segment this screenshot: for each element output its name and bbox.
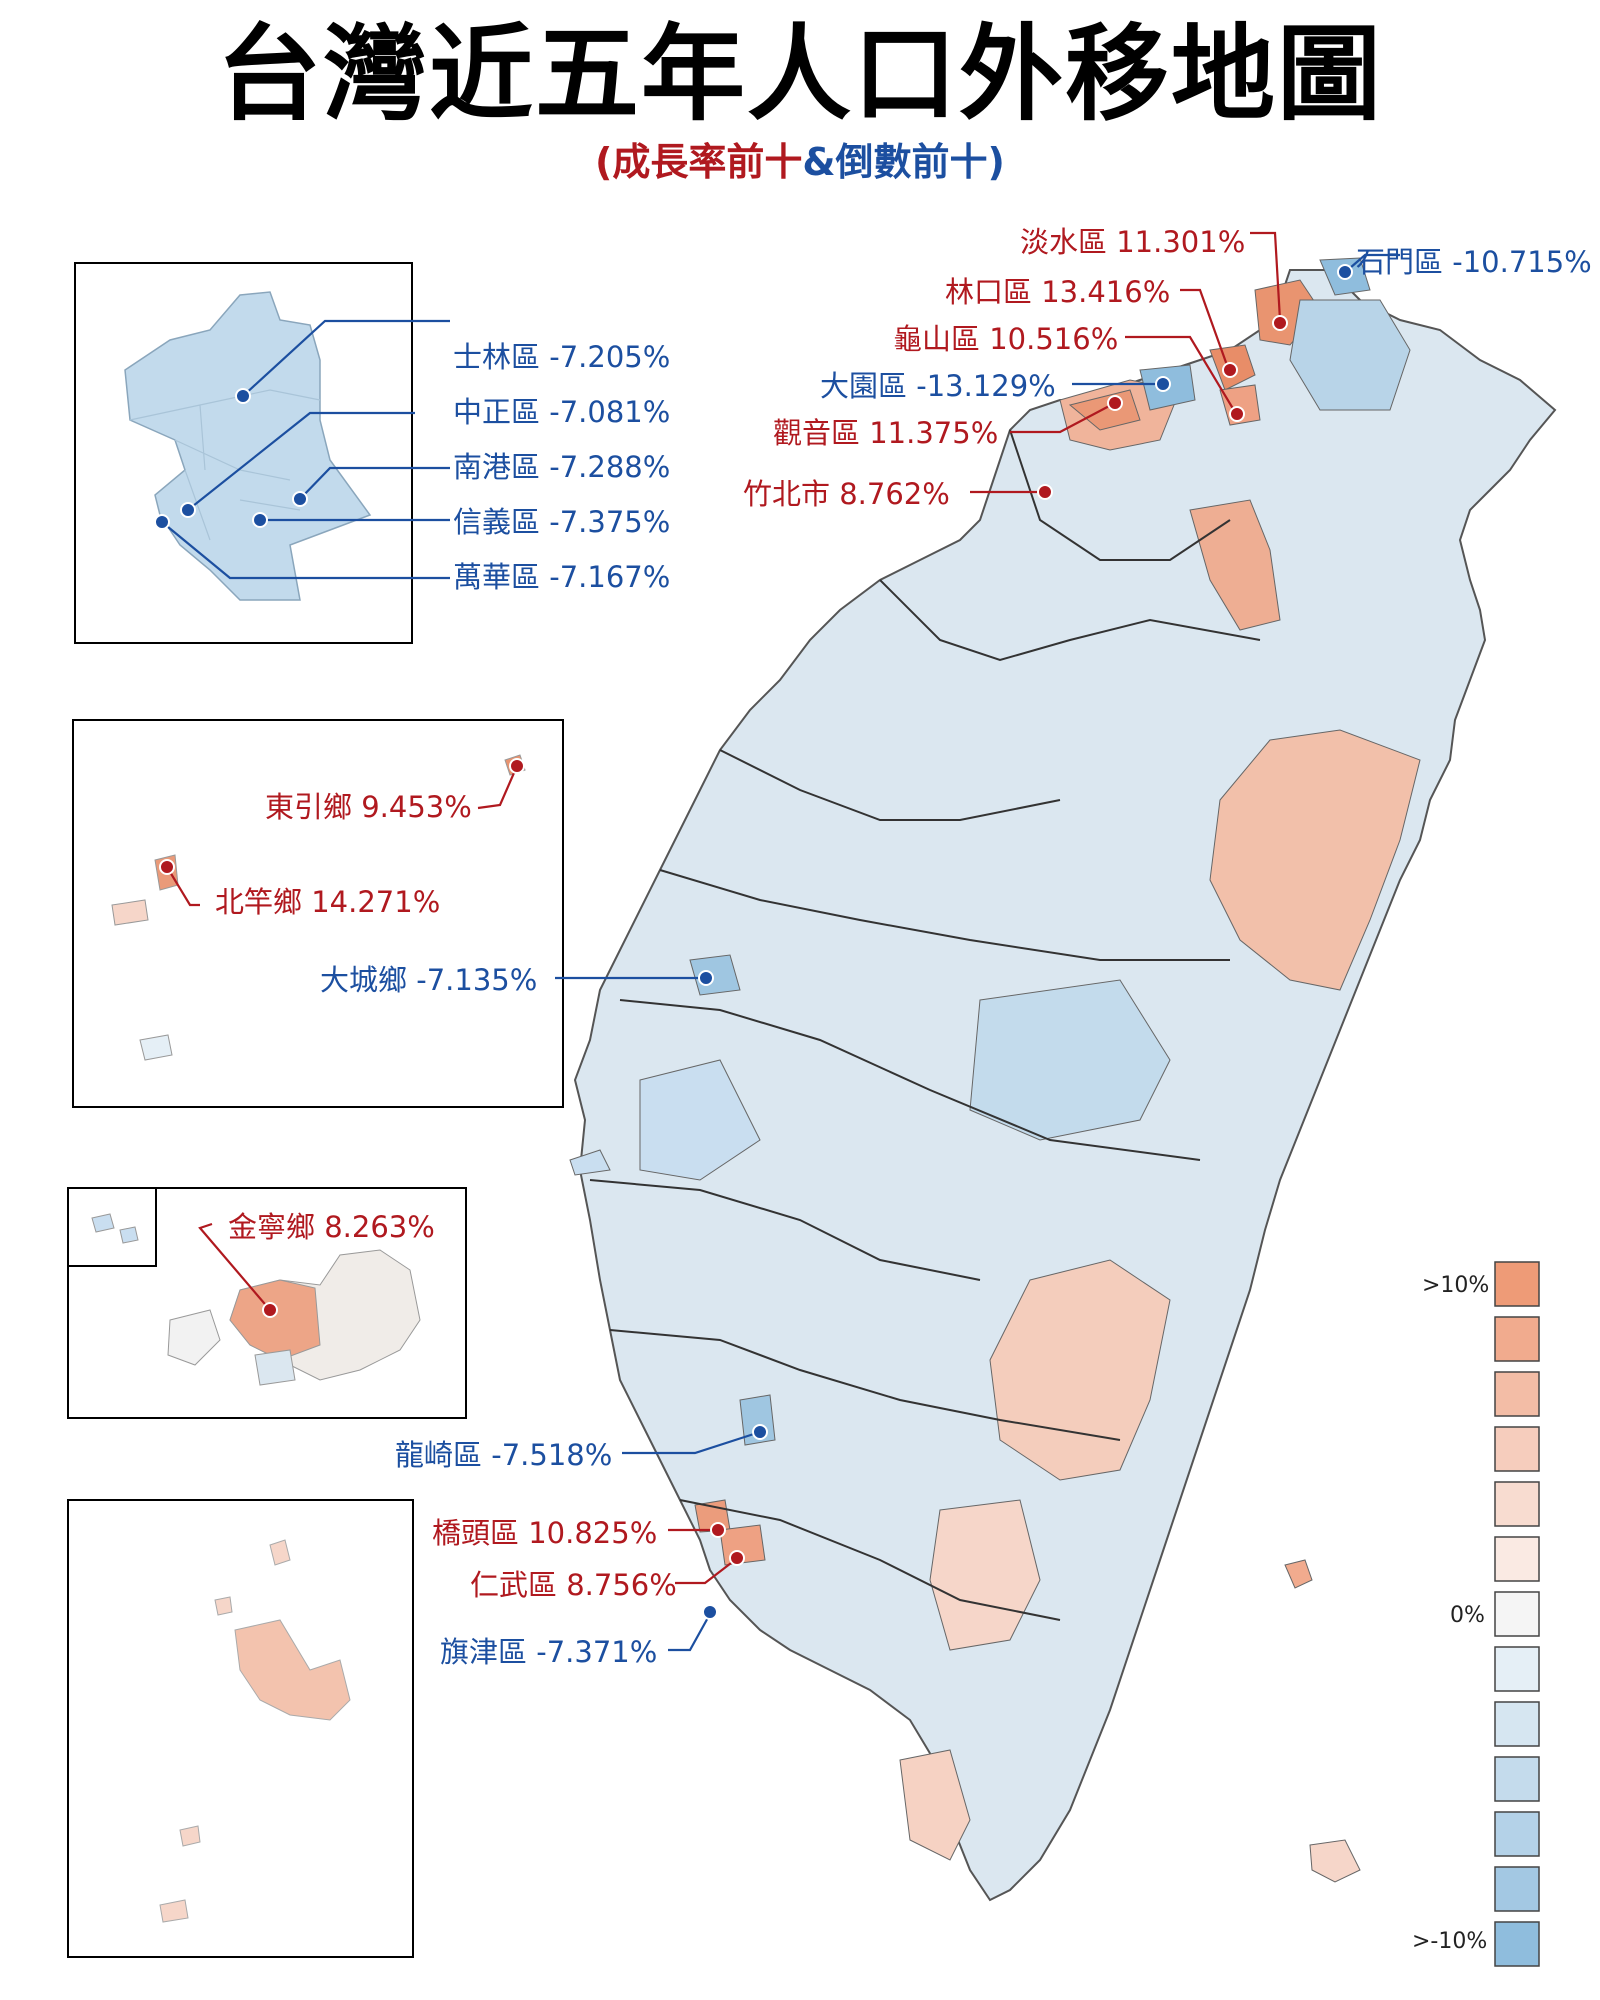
dot-zhubei — [1037, 484, 1053, 500]
dot-renwu — [729, 1550, 745, 1566]
green-island — [1284, 1559, 1313, 1589]
label-renwu: 仁武區 8.756% — [470, 1568, 677, 1602]
label-xinyi: 信義區 -7.375% — [453, 505, 670, 539]
subtitle-part-decline: &倒數前十) — [802, 140, 1005, 184]
label-zhongzheng: 中正區 -7.081% — [453, 395, 670, 429]
label-zhubei: 竹北市 8.762% — [743, 477, 950, 511]
dot-xinyi — [252, 512, 268, 528]
legend-label-bottom: >-10% — [1412, 1929, 1487, 1954]
juguang-island — [139, 1034, 173, 1061]
region-guanyin-growth — [1068, 389, 1141, 431]
orchid-island — [1309, 1839, 1361, 1883]
region-southtip-growth — [899, 1749, 971, 1861]
label-shimen: 石門區 -10.715% — [1356, 245, 1592, 279]
map-subtitle: (成長率前十&倒數前十) — [0, 143, 1600, 181]
dot-dacheng — [698, 970, 714, 986]
region-labels: 淡水區 11.301% 石門區 -10.715% 林口區 13.416% 龜山區… — [215, 225, 1592, 1669]
inset-kinmen-frame — [67, 1187, 467, 1419]
label-nangang: 南港區 -7.288% — [453, 450, 670, 484]
label-dongyin: 東引鄉 9.453% — [265, 790, 472, 824]
jincheng-area — [254, 1349, 296, 1386]
dot-nangang — [292, 491, 308, 507]
label-longqi: 龍崎區 -7.518% — [395, 1438, 612, 1472]
legend-swatch-8 — [1494, 1646, 1540, 1692]
county-boundary-lines — [589, 429, 1261, 1621]
dot-linkou — [1222, 362, 1238, 378]
dot-dongyin — [509, 758, 525, 774]
label-linkou: 林口區 13.416% — [945, 275, 1170, 309]
dot-qijin — [702, 1604, 718, 1620]
label-qiaotou: 橋頭區 10.825% — [432, 1516, 657, 1550]
label-dacheng: 大城鄉 -7.135% — [320, 963, 537, 997]
dot-zhongzheng — [180, 502, 196, 518]
legend-swatch-1 — [1494, 1261, 1540, 1307]
legend-swatch-3 — [1494, 1371, 1540, 1417]
subtitle-part-growth: (成長率前十 — [595, 140, 803, 184]
legend-swatch-7 — [1494, 1591, 1540, 1637]
label-wanhua: 萬華區 -7.167% — [453, 560, 670, 594]
dot-guanyin — [1107, 395, 1123, 411]
label-qijin: 旗津區 -7.371% — [440, 1635, 657, 1669]
inset-matsu-frame — [72, 719, 564, 1108]
legend-swatches — [1494, 1261, 1540, 1967]
legend-label-top: >10% — [1422, 1273, 1489, 1298]
inset-penghu-frame — [67, 1499, 414, 1958]
inset-penghu — [67, 1499, 414, 1958]
label-guishan: 龜山區 10.516% — [893, 322, 1118, 356]
inset-taipei-frame — [74, 262, 413, 644]
legend-label-mid: 0% — [1450, 1603, 1485, 1628]
penghu-islets — [159, 1539, 291, 1923]
legend-swatch-9 — [1494, 1701, 1540, 1747]
legend-swatch-5 — [1494, 1481, 1540, 1527]
dot-qiaotou — [710, 1522, 726, 1538]
main-island — [573, 257, 1557, 1902]
penghu-small — [569, 1149, 611, 1176]
jinning-area — [229, 1279, 321, 1361]
legend-swatch-11 — [1494, 1811, 1540, 1857]
lieyu-small-islands — [91, 1213, 139, 1244]
dot-wanhua — [154, 514, 170, 530]
region-taipei-decline — [1289, 299, 1411, 411]
penghu-main-island — [234, 1619, 351, 1721]
leader-lines — [161, 231, 1400, 1652]
nangan-island — [111, 899, 149, 926]
legend-swatch-12 — [1494, 1866, 1540, 1912]
region-west-decline — [639, 1059, 761, 1181]
dot-jinning — [262, 1302, 278, 1318]
legend-swatch-13 — [1494, 1921, 1540, 1967]
dot-shilin — [235, 388, 251, 404]
dot-longqi — [752, 1424, 768, 1440]
taipei-city-shape — [124, 291, 372, 601]
inset-taipei — [74, 262, 413, 644]
label-beigan: 北竿鄉 14.271% — [215, 885, 440, 919]
legend-swatch-6 — [1494, 1536, 1540, 1582]
map-title: 台灣近五年人口外移地圖 — [216, 13, 1383, 135]
label-tamsui: 淡水區 11.301% — [1020, 225, 1245, 259]
location-dots — [154, 264, 1353, 1620]
color-legend: >10% 0% >-10% — [1412, 1261, 1540, 1967]
label-shilin: 士林區 -7.205% — [453, 340, 670, 374]
inset-kinmen — [67, 1187, 467, 1419]
dot-tamsui — [1272, 315, 1288, 331]
legend-swatch-2 — [1494, 1316, 1540, 1362]
region-hualien-growth — [1209, 729, 1421, 991]
label-dayuan: 大園區 -13.129% — [820, 369, 1056, 403]
dot-shimen — [1337, 264, 1353, 280]
inset-kinmen-subframe — [67, 1187, 157, 1267]
dot-dayuan — [1155, 376, 1171, 392]
region-central-decline — [969, 979, 1171, 1141]
region-taitung-growth — [929, 1499, 1041, 1651]
dot-beigan — [159, 859, 175, 875]
legend-swatch-10 — [1494, 1756, 1540, 1802]
lieyu-island — [167, 1309, 221, 1366]
label-jinning: 金寧鄉 8.263% — [228, 1210, 435, 1244]
label-guanyin: 觀音區 11.375% — [773, 416, 998, 450]
legend-swatch-4 — [1494, 1426, 1540, 1472]
dot-guishan — [1229, 406, 1245, 422]
